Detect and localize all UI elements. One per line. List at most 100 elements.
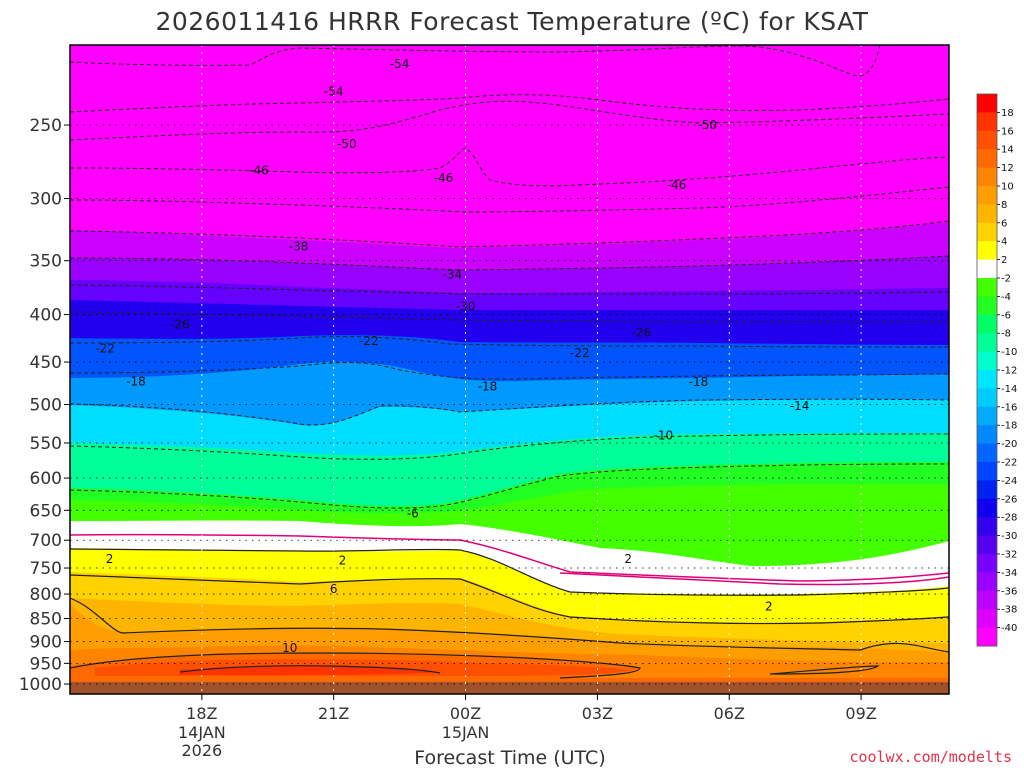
contour-plus10 <box>70 597 949 653</box>
y-tick-label: 250 <box>30 116 62 136</box>
contour-label: -46 <box>434 171 454 185</box>
contour-label: -46 <box>249 164 269 178</box>
contour-freezing-line-2 <box>559 572 949 586</box>
colorbar: 18 16 14 12 10 8 6 4 2 -2 -4 -6 -8 -10 -12 -14 -16 -18 -20… <box>976 93 1017 647</box>
colorbar-swatch <box>977 370 997 389</box>
colorbar-swatch <box>977 241 997 261</box>
colorbar-swatch <box>977 498 997 518</box>
contour-label: -6 <box>407 506 419 520</box>
colorbar-swatch <box>977 314 997 334</box>
contour-minus38 <box>70 220 949 248</box>
contour-label: -26 <box>170 318 190 332</box>
y-tick-label: 500 <box>30 396 62 416</box>
contour-label: 2 <box>339 553 347 567</box>
colorbar-tick-label: 2 <box>1001 255 1007 266</box>
colorbar-tick-label: -32 <box>1001 550 1017 561</box>
x-axis-label: Forecast Time (UTC) <box>414 747 605 768</box>
y-tick-label: 350 <box>30 252 62 272</box>
y-tick-label: 300 <box>30 190 62 210</box>
contour-label-text: -50 <box>697 118 717 132</box>
contour-label: -50 <box>697 118 717 132</box>
colorbar-tick-label: -2 <box>1001 274 1011 285</box>
y-tick-label: 900 <box>30 633 62 653</box>
contour-label-text: -54 <box>390 57 410 71</box>
colorbar-tick-label: -34 <box>1001 568 1017 579</box>
colorbar-tick-label: -26 <box>1001 494 1017 505</box>
contour-minus10 <box>70 433 949 460</box>
contour-label: -22 <box>570 346 590 360</box>
band-plus16-to-18 <box>180 665 440 675</box>
colorbar-tick-label: -38 <box>1001 605 1017 616</box>
colorbar-swatch <box>977 278 997 297</box>
contour-minus46 <box>70 147 949 187</box>
colorbar-tick-label: -24 <box>1001 476 1017 487</box>
x-tick-label: 06Z <box>714 704 745 723</box>
contour-label-text: -10 <box>654 429 674 443</box>
colorbar-swatch <box>977 204 997 224</box>
colorbar-swatch <box>977 425 997 445</box>
colorbar-swatch <box>977 480 997 500</box>
contour-label: 10 <box>282 641 297 655</box>
colorbar-tick-label: -18 <box>1001 421 1017 432</box>
contour-plus2 <box>70 548 949 596</box>
colorbar-swatch <box>977 388 997 408</box>
colorbar-tick-label: 16 <box>1001 126 1014 137</box>
grid <box>70 45 949 694</box>
colorbar-swatch <box>977 462 997 481</box>
contour-minus22 <box>70 336 949 348</box>
colorbar-swatch <box>977 406 997 426</box>
contour-labels: -54 -54 -50 -50 -46 -46 -46 -38 -34 -30 -26 -26 -22 -… <box>95 57 809 655</box>
contour-label-text: 2 <box>765 599 773 613</box>
y-tick-label: 750 <box>30 559 62 579</box>
contour-label-text: -46 <box>434 171 454 185</box>
contour-plus16 <box>179 665 441 674</box>
contour-label-text: -46 <box>249 164 269 178</box>
contour-label: -50 <box>337 137 357 151</box>
contour-plus12 <box>70 652 641 679</box>
contour-label: -54 <box>390 57 410 71</box>
contour-label: -38 <box>289 240 309 254</box>
contour-label: -22 <box>359 334 379 348</box>
credit-text[interactable]: coolwx.com/modelts <box>849 748 1012 766</box>
contour-label-text: 2 <box>106 552 114 566</box>
contour-label: -26 <box>632 325 652 339</box>
colorbar-tick-label: 4 <box>1001 237 1007 248</box>
contour-label: -30 <box>456 299 476 313</box>
y-axis: 250 300 350 400 450 500 550 600 650 700 750 800 850 9… <box>19 116 70 695</box>
contour-label-text: 2 <box>624 552 632 566</box>
y-tick-label: 800 <box>30 585 62 605</box>
colorbar-swatch <box>977 167 997 187</box>
ground-surface <box>70 682 949 694</box>
contour-minus6 <box>70 463 949 509</box>
contour-minus50 <box>70 100 949 141</box>
colorbar-swatch <box>977 186 997 205</box>
colorbar-swatch <box>977 259 997 279</box>
contour-label-text: -14 <box>790 399 810 413</box>
contour-label: -46 <box>667 178 687 192</box>
contour-label-text: 6 <box>330 582 338 596</box>
colorbar-swatch <box>977 333 997 353</box>
contour-label: -10 <box>654 429 674 443</box>
contour-label-text: 2 <box>339 553 347 567</box>
y-tick-label: 850 <box>30 610 62 630</box>
colorbar-swatch <box>977 222 997 242</box>
contour-label-text: -18 <box>126 374 146 388</box>
contour-label-text: 10 <box>282 641 297 655</box>
contour-minus42 <box>70 186 949 213</box>
colorbar-tick-label: -6 <box>1001 310 1011 321</box>
x-tick-label: 21Z <box>318 704 349 723</box>
colorbar-swatch <box>977 296 997 316</box>
contour-label-text: -38 <box>289 240 309 254</box>
colorbar-swatch <box>977 149 997 169</box>
colorbar-tick-label: -12 <box>1001 366 1017 377</box>
x-tick-label: 18Z <box>186 704 217 723</box>
colorbar-tick-label: -40 <box>1001 623 1017 634</box>
contour-minus34 <box>70 255 949 271</box>
contour-label-text: -30 <box>456 299 476 313</box>
contour-label-text: -22 <box>570 346 590 360</box>
contour-label-text: -46 <box>667 178 687 192</box>
contour-label-text: -22 <box>359 334 379 348</box>
plot-frame <box>69 44 950 695</box>
